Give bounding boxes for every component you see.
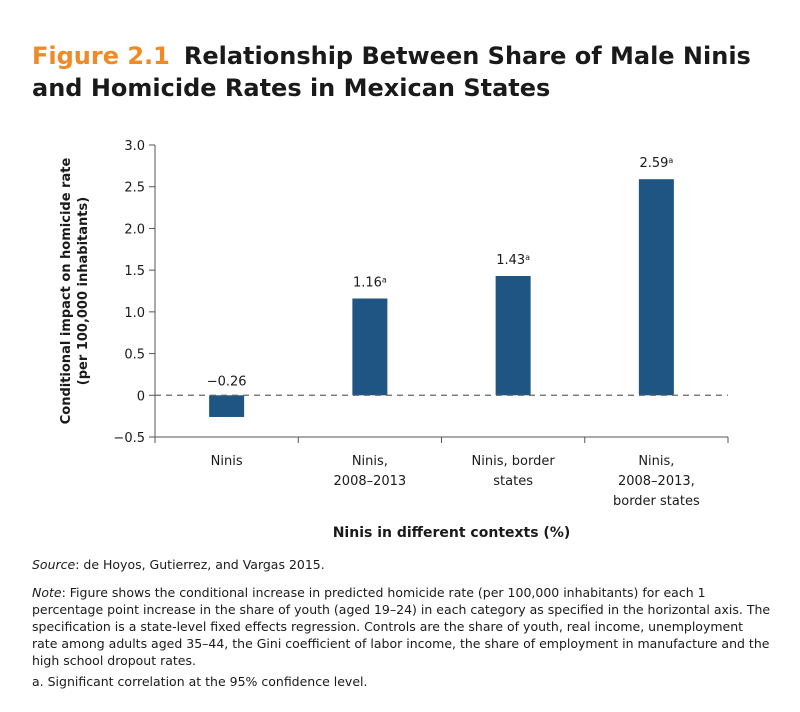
x-category-label: 2008–2013,	[618, 474, 695, 489]
significance-mark: a	[525, 252, 530, 261]
x-category-label: Ninis,	[352, 454, 388, 469]
significance-footnote: a. Significant correlation at the 95% co…	[32, 674, 368, 689]
significance-mark: a	[382, 275, 387, 284]
x-category-label: Ninis, border	[472, 454, 556, 469]
source-line: Source: de Hoyos, Gutierrez, and Vargas …	[32, 556, 772, 573]
figure-number: Figure 2.1	[32, 42, 170, 70]
note-label: Note	[32, 585, 62, 600]
y-tick-label: −0.5	[113, 431, 145, 446]
y-tick-label: 0	[137, 389, 145, 404]
x-category-label: Ninis,	[638, 454, 674, 469]
y-tick-label: 2.5	[124, 181, 145, 196]
data-label: 2.59a	[639, 156, 673, 172]
data-label: 1.16a	[353, 275, 387, 291]
source-label: Source	[32, 557, 76, 572]
figure-title: Figure 2.1 Relationship Between Share of …	[32, 40, 772, 104]
y-axis-label: Conditional impact on homicide rate	[59, 158, 74, 425]
significance-mark: a	[668, 156, 673, 165]
y-tick-label: 3.0	[124, 139, 145, 154]
y-tick-label: 0.5	[124, 348, 145, 363]
y-tick-label: 1.0	[124, 306, 145, 321]
source-text: : de Hoyos, Gutierrez, and Vargas 2015.	[75, 557, 325, 572]
x-category-label: 2008–2013	[334, 474, 407, 489]
y-tick-label: 2.0	[124, 222, 145, 237]
figure-title-text: Relationship Between Share of Male Ninis…	[32, 42, 751, 102]
x-category-label: states	[493, 474, 533, 489]
bar	[209, 395, 245, 417]
bar	[495, 275, 531, 396]
bar	[638, 179, 674, 396]
x-axis-label: Ninis in different contexts (%)	[333, 525, 571, 541]
bar	[352, 298, 388, 396]
data-label: −0.26	[207, 374, 247, 389]
y-axis-label: (per 100,000 inhabitants)	[76, 197, 91, 385]
data-label: 1.43a	[496, 252, 530, 268]
y-tick-label: 1.5	[124, 264, 145, 279]
x-category-label: Ninis	[211, 454, 243, 469]
note-paragraph: Note: Figure shows the conditional incre…	[32, 584, 772, 669]
x-category-label: border states	[613, 494, 700, 509]
note-text: : Figure shows the conditional increase …	[32, 585, 771, 668]
